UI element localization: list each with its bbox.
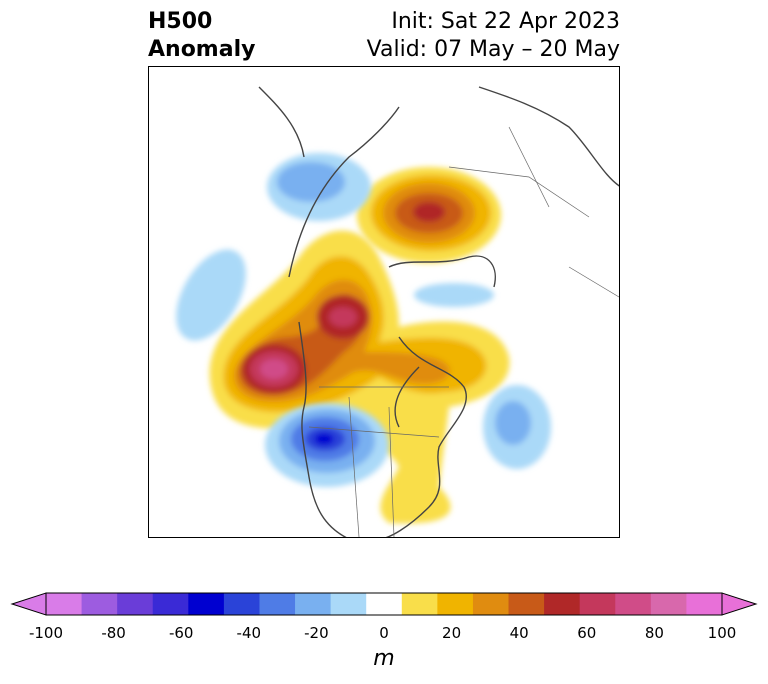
colorbar-tick-label: 20 [442,624,462,642]
colorbar-swatch [46,593,83,615]
colorbar-swatch [544,593,581,615]
siberia-ridge [357,167,501,263]
title-right: Init: Sat 22 Apr 2023 Valid: 07 May – 20… [367,8,620,64]
colorbar-swatch [259,593,296,615]
colorbar-tick-label: 0 [379,624,389,642]
title-line-1: H500 [148,9,213,34]
colorbar-tick-label: -100 [28,624,64,642]
colorbar-swatch [686,593,723,615]
colorbar-swatch [188,593,225,615]
colorbar-swatch [152,593,189,615]
colorbar-swatch [650,593,687,615]
valid-label: Valid: 07 May – 20 May [366,37,620,62]
colorbar-unit-label: m [373,646,395,671]
colorbar [10,592,758,616]
init-label: Init: Sat 22 Apr 2023 [391,9,620,34]
colorbar-tick-label: 40 [509,624,529,642]
west-us-trough [265,403,389,487]
title-line-2: Anomaly [148,37,256,62]
colorbar-tick-label: -80 [101,624,126,642]
atlantic-trough [483,385,551,469]
colorbar-tick-label: 100 [707,624,737,642]
colorbar-under-arrow [10,592,47,616]
colorbar-tick-label: 60 [577,624,597,642]
coastlines [258,86,619,537]
colorbar-swatch [223,593,260,615]
colorbar-swatch [330,593,367,615]
colorbar-border [45,592,723,616]
colorbar-swatch [366,593,403,615]
colorbar-swatch [117,593,154,615]
colorbar-tick-label: -40 [236,624,262,642]
colorbar-tick-label: -60 [168,624,194,642]
map-svg [176,86,619,537]
borders [308,126,619,537]
colorbar-swatch [437,593,474,615]
colorbar-over-arrow [721,592,758,616]
colorbar-swatch [615,593,652,615]
colorbar-swatch [579,593,616,615]
europe-trough [267,153,371,221]
colorbar-swatch [401,593,438,615]
colorbar-tick-label: -20 [304,624,329,642]
na-ridge [209,230,510,524]
anomaly-map [148,66,620,538]
colorbar-swatch [81,593,118,615]
colorbar-tick-label: 80 [644,624,664,642]
colorbar-swatch [472,593,510,615]
title-left: H500 Anomaly [148,8,255,64]
minor-troughs [176,249,494,341]
colorbar-swatch [295,593,332,615]
colorbar-swatch [508,593,545,615]
